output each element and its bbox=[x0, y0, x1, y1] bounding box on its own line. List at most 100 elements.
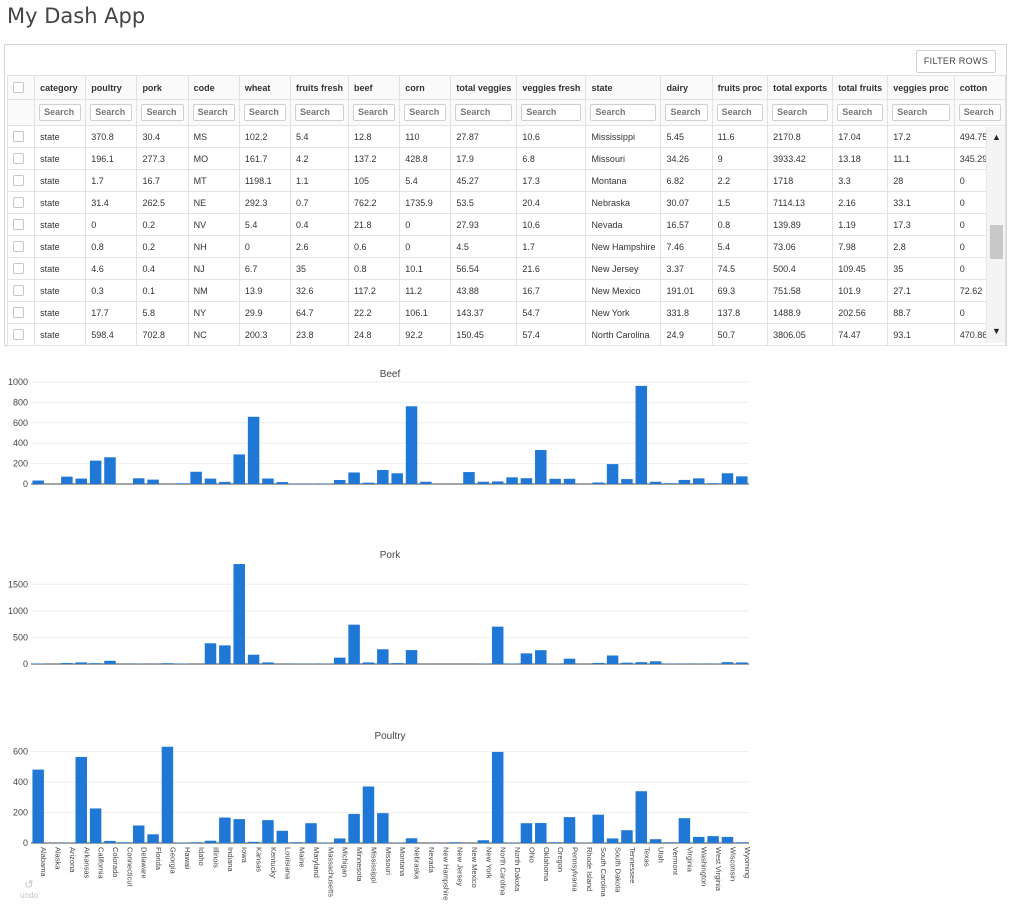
row-checkbox[interactable] bbox=[13, 285, 24, 297]
beef-bar[interactable] bbox=[491, 481, 504, 484]
poultry-bar[interactable] bbox=[664, 842, 676, 843]
column-search-input[interactable]: Search bbox=[192, 104, 235, 121]
row-checkbox[interactable] bbox=[13, 197, 24, 209]
beef-bar[interactable] bbox=[61, 476, 73, 484]
beef-bar[interactable] bbox=[233, 454, 245, 484]
poultry-bar[interactable] bbox=[448, 842, 461, 843]
table-row[interactable]: state 598.4 702.8 NC 200.3 23.8 24.8 92.2 150.45… bbox=[6, 323, 1007, 346]
beef-bar[interactable] bbox=[664, 483, 676, 484]
pork-bar[interactable] bbox=[563, 658, 576, 664]
scroll-up-arrow-icon[interactable]: ▲ bbox=[992, 132, 1001, 142]
poultry-bar[interactable] bbox=[348, 813, 360, 843]
beef-bar[interactable] bbox=[176, 483, 188, 484]
beef-bar[interactable] bbox=[621, 479, 633, 484]
pork-bar[interactable] bbox=[75, 662, 88, 664]
table-row[interactable]: state 0.8 0.2 NH 0 2.6 0.6 0 4.5 1.7 New Hampshire… bbox=[6, 235, 1007, 258]
pork-bar[interactable] bbox=[161, 663, 174, 664]
beef-bar[interactable] bbox=[678, 479, 691, 484]
row-checkbox[interactable] bbox=[13, 329, 24, 341]
column-search-input[interactable]: Search bbox=[353, 104, 396, 121]
table-row[interactable]: state 370.8 30.4 MS 102.2 5.4 12.8 110 27.87 10.6… bbox=[6, 125, 1007, 148]
poultry-bar[interactable] bbox=[233, 819, 245, 843]
column-search-input[interactable]: Search bbox=[772, 104, 829, 121]
poultry-bar[interactable] bbox=[635, 791, 648, 843]
column-header[interactable]: beef bbox=[348, 75, 401, 100]
pork-bar[interactable] bbox=[736, 662, 748, 664]
poultry-bar[interactable] bbox=[606, 838, 619, 843]
beef-bar[interactable] bbox=[219, 481, 231, 484]
beef-bar[interactable] bbox=[606, 464, 619, 484]
beef-bar[interactable] bbox=[736, 476, 748, 484]
poultry-bar[interactable] bbox=[707, 836, 719, 843]
table-row[interactable]: state 0.3 0.1 NM 13.9 32.6 117.2 11.2 43.88 16.7 N… bbox=[6, 279, 1007, 302]
beef-bar[interactable] bbox=[405, 406, 418, 484]
table-scrollbar[interactable]: ▲ ▼ bbox=[986, 127, 1005, 343]
pork-bar[interactable] bbox=[635, 662, 648, 664]
column-search-input[interactable]: Search bbox=[837, 104, 884, 121]
row-checkbox[interactable] bbox=[13, 263, 24, 275]
filter-rows-button[interactable]: FILTER ROWS bbox=[915, 50, 996, 73]
beef-bar[interactable] bbox=[348, 472, 360, 484]
beef-bar[interactable] bbox=[377, 470, 389, 484]
column-header[interactable]: fruits fresh bbox=[289, 75, 350, 100]
poultry-bar[interactable] bbox=[477, 840, 490, 843]
pork-bar[interactable] bbox=[405, 650, 418, 664]
column-header[interactable]: dairy bbox=[660, 75, 713, 100]
pork-bar[interactable] bbox=[348, 624, 360, 664]
column-search-input[interactable]: Search bbox=[716, 104, 764, 121]
beef-bar[interactable] bbox=[649, 481, 662, 484]
poultry-bar[interactable] bbox=[362, 786, 375, 843]
column-search-input[interactable]: Search bbox=[665, 104, 708, 121]
poultry-bar[interactable] bbox=[147, 834, 159, 843]
poultry-bar[interactable] bbox=[377, 813, 389, 843]
poultry-bar[interactable] bbox=[334, 838, 346, 843]
column-search-input[interactable]: Search bbox=[141, 104, 184, 121]
poultry-bar[interactable] bbox=[491, 751, 504, 843]
beef-bar[interactable] bbox=[89, 460, 102, 484]
poultry-bar[interactable] bbox=[262, 820, 274, 843]
beef-bar[interactable] bbox=[290, 483, 303, 484]
pork-bar[interactable] bbox=[219, 645, 231, 664]
beef-bar[interactable] bbox=[32, 480, 44, 484]
beef-bar[interactable] bbox=[535, 450, 547, 484]
column-search-input[interactable]: Search bbox=[404, 104, 447, 121]
column-header[interactable]: cotton bbox=[953, 75, 1007, 100]
column-search-input[interactable]: Search bbox=[521, 104, 582, 121]
beef-bar[interactable] bbox=[391, 473, 403, 484]
beef-bar[interactable] bbox=[247, 416, 260, 484]
poultry-bar[interactable] bbox=[592, 814, 604, 843]
column-header[interactable]: state bbox=[585, 75, 662, 100]
pork-bar[interactable] bbox=[491, 626, 504, 664]
pork-bar[interactable] bbox=[89, 663, 102, 664]
beef-bar[interactable] bbox=[420, 481, 432, 484]
pork-bar[interactable] bbox=[377, 649, 389, 664]
column-header[interactable]: wheat bbox=[238, 75, 292, 100]
beef-bar[interactable] bbox=[693, 478, 705, 484]
beef-bar[interactable] bbox=[262, 478, 274, 484]
beef-bar[interactable] bbox=[190, 471, 202, 484]
poultry-bar[interactable] bbox=[290, 842, 303, 843]
column-header[interactable]: category bbox=[34, 75, 87, 100]
poultry-bar[interactable] bbox=[276, 830, 289, 843]
pork-bar[interactable] bbox=[233, 564, 245, 664]
poultry-bar[interactable] bbox=[219, 817, 231, 843]
beef-bar[interactable] bbox=[319, 483, 332, 484]
beef-bar[interactable] bbox=[276, 482, 289, 484]
column-header[interactable]: corn bbox=[399, 75, 452, 100]
column-search-input[interactable]: Search bbox=[892, 104, 950, 121]
row-checkbox[interactable] bbox=[13, 219, 24, 231]
beef-bar[interactable] bbox=[362, 482, 375, 484]
pork-bar[interactable] bbox=[721, 662, 734, 664]
beef-bar[interactable] bbox=[305, 483, 317, 484]
beef-bar[interactable] bbox=[463, 472, 475, 484]
column-header[interactable]: fruits proc bbox=[711, 75, 769, 100]
pork-bar[interactable] bbox=[262, 662, 274, 664]
scroll-thumb[interactable] bbox=[990, 225, 1003, 259]
poultry-bar[interactable] bbox=[104, 840, 116, 843]
pork-bar[interactable] bbox=[649, 661, 662, 664]
pork-bar[interactable] bbox=[606, 655, 619, 664]
pork-bar[interactable] bbox=[334, 657, 346, 664]
column-header[interactable]: total veggies bbox=[450, 75, 518, 100]
column-search-input[interactable]: Search bbox=[39, 104, 82, 121]
column-search-input[interactable]: Search bbox=[455, 104, 513, 121]
